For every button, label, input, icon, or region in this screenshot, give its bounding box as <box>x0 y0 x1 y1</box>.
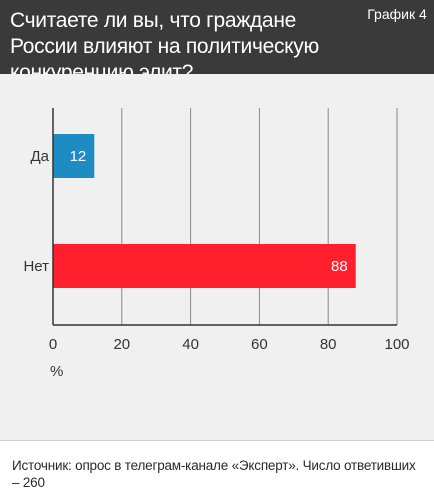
category-label-no: Нет <box>23 258 49 275</box>
value-label-yes: 12 <box>70 148 87 165</box>
chart-number-badge: График 4 <box>367 6 427 22</box>
x-tick-label-20: 20 <box>113 336 130 353</box>
x-tick-label-60: 60 <box>251 336 268 353</box>
category-label-yes: Да <box>30 148 49 165</box>
x-tick-label-100: 100 <box>384 336 409 353</box>
x-tick-label-0: 0 <box>49 336 57 353</box>
chart-header: Считаете ли вы, что граждане России влия… <box>0 0 434 84</box>
value-label-no: 88 <box>331 258 348 275</box>
source-area <box>0 440 434 501</box>
source-note: Источник: опрос в телеграм-канале «Экспе… <box>12 458 416 490</box>
x-tick-label-40: 40 <box>182 336 199 353</box>
bar-chart: 12 88 Да Нет 0 20 40 60 80 100% <box>23 108 410 380</box>
bar-yes <box>53 134 95 178</box>
x-axis-unit-label: % <box>50 363 63 380</box>
x-tick-label-80: 80 <box>320 336 337 353</box>
bar-no <box>53 244 356 288</box>
